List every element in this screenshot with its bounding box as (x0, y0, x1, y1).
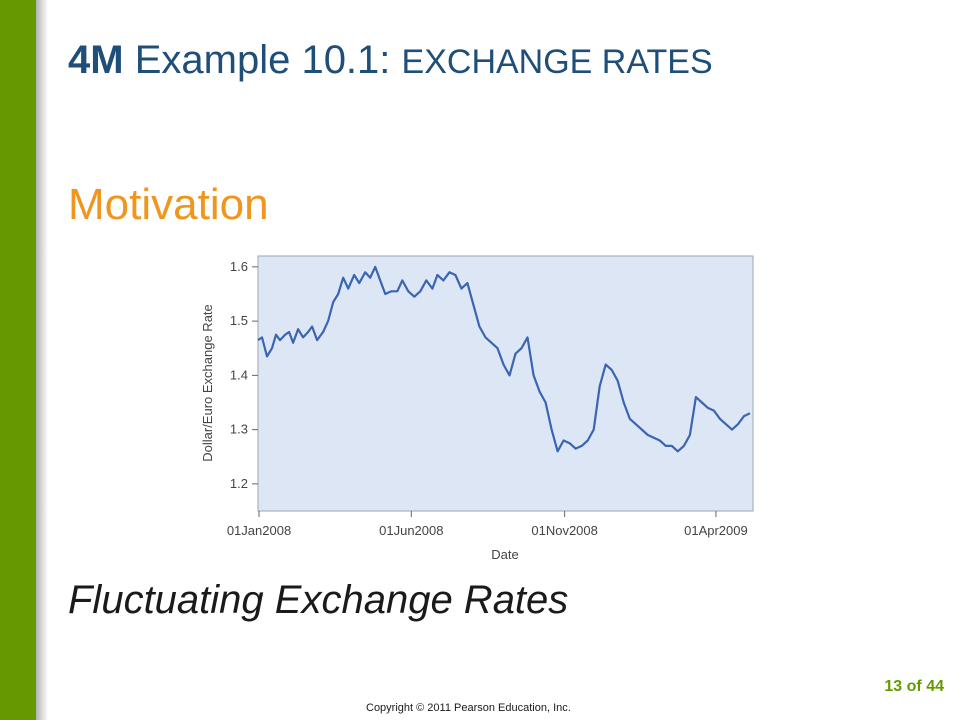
slide-subtitle: Motivation (68, 180, 269, 229)
y-axis-ticks: 1.2 1.3 1.4 1.5 1.6 (230, 259, 258, 491)
x-axis-label: Date (491, 547, 518, 562)
slide-title-caps: EXCHANGE RATES (401, 43, 713, 81)
x-axis-ticks: 01Jan2008 01Jun2008 01Nov2008 01Apr2009 (227, 511, 748, 538)
plot-area (257, 255, 754, 512)
sidebar-shadow (36, 0, 48, 720)
sidebar-accent-bar (0, 0, 36, 720)
y-tick-label: 1.2 (230, 476, 248, 491)
page-number: 13 of 44 (884, 678, 944, 695)
x-tick-label: 01Jun2008 (379, 523, 443, 538)
x-tick-label: 01Apr2009 (684, 523, 748, 538)
exchange-rate-chart: 1.2 1.3 1.4 1.5 1.6 01Jan2008 01Jun2008 01Nov2… (200, 255, 754, 562)
slide-title-main: Example 10.1: (134, 38, 391, 82)
slide-title: 4M Example 10.1: EXCHANGE RATES (68, 38, 713, 83)
y-axis-label: Dollar/Euro Exchange Rate (200, 304, 215, 462)
x-tick-label: 01Nov2008 (531, 523, 598, 538)
y-tick-label: 1.3 (230, 422, 248, 437)
slide-caption: Fluctuating Exchange Rates (68, 578, 569, 622)
y-tick-label: 1.5 (230, 313, 248, 328)
x-tick-label: 01Jan2008 (227, 523, 291, 538)
copyright-notice: Copyright © 2011 Pearson Education, Inc. (366, 702, 571, 714)
y-tick-label: 1.4 (230, 367, 248, 382)
slide-title-number: 4M (68, 38, 124, 82)
y-tick-label: 1.6 (230, 259, 248, 274)
exchange-rate-line (257, 265, 751, 453)
